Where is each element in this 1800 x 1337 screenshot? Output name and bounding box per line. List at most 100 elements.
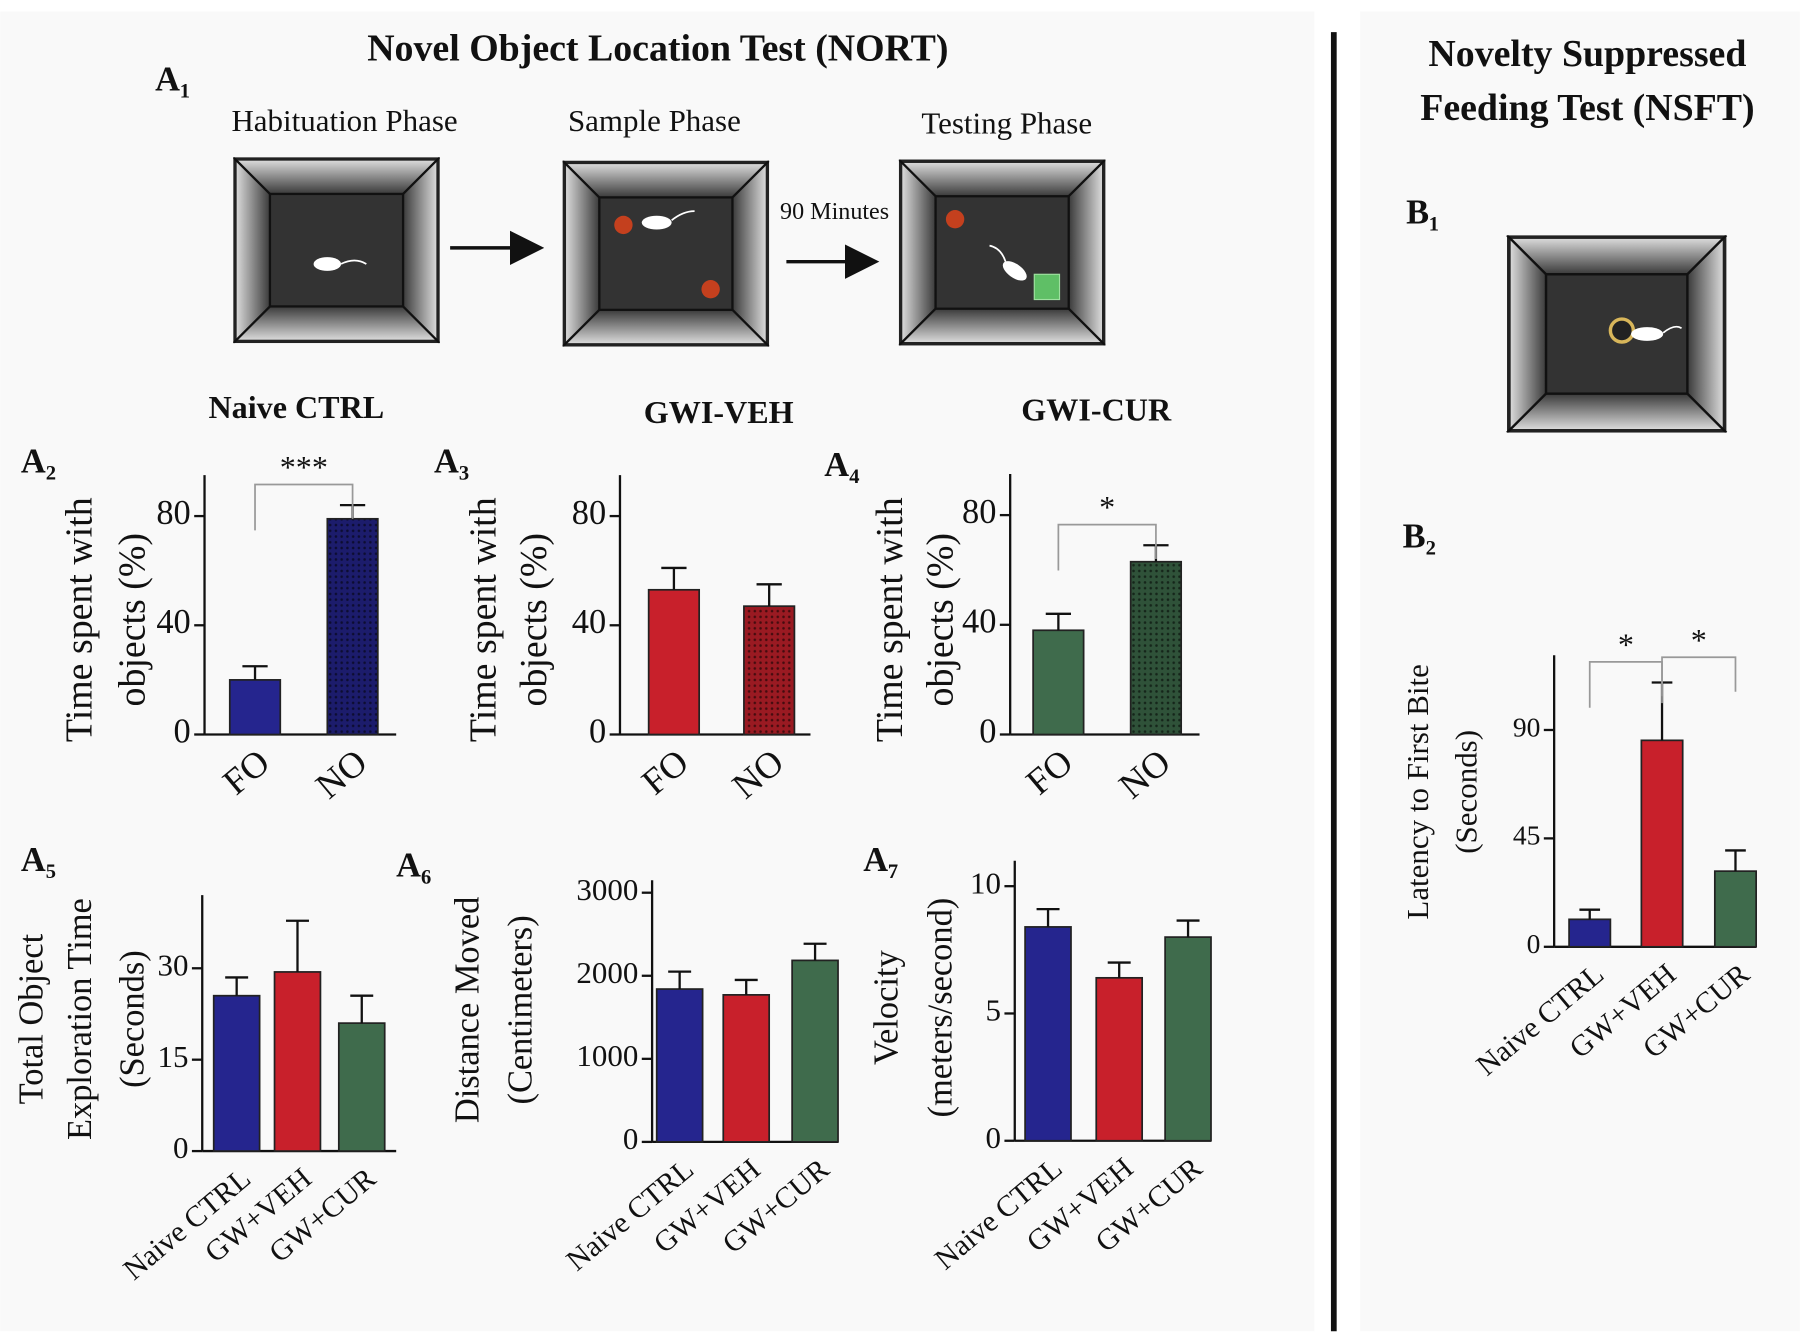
- y-tick-label: 3000: [576, 872, 638, 907]
- panel-label: B₂: [1403, 517, 1436, 555]
- arena: [233, 157, 440, 344]
- error-bar: [661, 566, 687, 590]
- chart-title: GWI-VEH: [644, 394, 794, 430]
- bar: [1713, 870, 1757, 948]
- panel-label: A₁: [155, 61, 190, 99]
- bar: [326, 517, 379, 736]
- panel-label: A₂: [21, 443, 56, 481]
- bar: [212, 994, 261, 1152]
- bar: [1164, 936, 1212, 1142]
- right-panel-bg: [1360, 11, 1800, 1332]
- panel-label: A₄: [824, 446, 859, 484]
- y-axis-label: objects (%): [513, 533, 555, 706]
- y-tick-label: 80: [572, 494, 606, 532]
- y-axis-label: Time spent with: [59, 497, 101, 742]
- y-tick-label: 30: [157, 947, 188, 982]
- interval-label: 90 Minutes: [780, 199, 889, 225]
- error-bar: [1579, 908, 1601, 920]
- error-bar: [756, 583, 782, 607]
- y-axis-label: (meters/second): [922, 898, 960, 1118]
- y-tick-label: 0: [1527, 928, 1541, 959]
- y-axis-label: Time spent with: [463, 497, 505, 742]
- panel-label: A₆: [396, 847, 431, 885]
- chart-title: Naive CTRL: [208, 389, 384, 425]
- y-tick-label: 15: [157, 1039, 188, 1074]
- y-tick-label: 5: [986, 993, 1001, 1028]
- y-tick-label: 0: [979, 712, 996, 750]
- y-axis-label: Exploration Time: [61, 898, 99, 1140]
- panel-label: A₇: [863, 841, 898, 879]
- significance-bracket: [254, 483, 354, 531]
- y-tick-label: 40: [572, 603, 606, 641]
- y-axis-label: Time spent with: [869, 497, 911, 742]
- y-axis-label: (Centimeters): [501, 915, 539, 1104]
- phase-label: Testing Phase: [921, 105, 1092, 140]
- bar: [337, 1022, 386, 1152]
- bar: [1129, 560, 1183, 736]
- significance-bracket: [1661, 656, 1737, 704]
- nort-title: Novel Object Location Test (NORT): [367, 27, 948, 69]
- error-bar: [734, 978, 758, 995]
- mouse: [989, 244, 1027, 281]
- arena: [898, 159, 1106, 346]
- y-axis-label: Total Object: [13, 933, 51, 1104]
- y-axis-label: (Seconds): [1448, 730, 1483, 854]
- y-axis-label: Velocity: [868, 950, 906, 1065]
- significance-label: *: [1099, 489, 1115, 525]
- y-tick-label: 1000: [576, 1038, 638, 1073]
- significance-bracket: [1057, 523, 1157, 571]
- error-bar: [1725, 849, 1746, 872]
- bar: [743, 605, 796, 736]
- bar: [791, 959, 839, 1143]
- error-bar: [1036, 907, 1060, 927]
- phase-label: Habituation Phase: [231, 103, 457, 138]
- y-axis-label: Distance Moved: [449, 897, 487, 1123]
- y-tick-label: 80: [156, 494, 190, 532]
- y-axis-label: objects (%): [919, 533, 961, 706]
- y-tick-label: 40: [156, 603, 190, 641]
- significance-label: *: [1691, 622, 1707, 658]
- mouse: [1608, 317, 1683, 344]
- y-axis-label: Latency to First Bite: [1400, 664, 1435, 919]
- significance-label: *: [1618, 626, 1634, 662]
- y-tick-label: 10: [970, 865, 1001, 900]
- error-bar: [225, 976, 249, 996]
- y-tick-label: 2000: [576, 955, 638, 990]
- bar: [228, 679, 282, 736]
- novel-object: [1033, 273, 1061, 301]
- y-axis-label: objects (%): [111, 533, 153, 706]
- y-tick-label: 0: [173, 1130, 188, 1165]
- bar: [647, 588, 701, 736]
- nsft-title: Novelty Suppressed: [1428, 33, 1746, 75]
- bar: [1568, 918, 1612, 948]
- y-tick-label: 0: [174, 712, 191, 750]
- arena: [562, 160, 770, 347]
- y-tick-label: 0: [986, 1120, 1001, 1155]
- y-tick-label: 40: [962, 603, 996, 641]
- bar: [1032, 629, 1085, 736]
- error-bar: [1176, 919, 1200, 938]
- object: [945, 210, 965, 229]
- panel-label: A₃: [434, 443, 469, 481]
- bar: [1024, 926, 1072, 1142]
- nsft-title: Feeding Test (NSFT): [1420, 87, 1754, 129]
- phase-label: Sample Phase: [568, 103, 741, 138]
- error-bar: [286, 919, 309, 972]
- mouse: [313, 257, 367, 271]
- object: [701, 280, 720, 299]
- error-bar: [668, 970, 692, 990]
- bar: [655, 988, 704, 1143]
- y-tick-label: 80: [962, 493, 996, 531]
- error-bar: [1045, 612, 1071, 631]
- significance-label: ***: [280, 449, 328, 485]
- bar: [273, 971, 322, 1152]
- error-bar: [803, 942, 827, 961]
- y-axis-label: (Seconds): [114, 950, 152, 1088]
- object: [614, 215, 633, 235]
- mouse: [641, 210, 695, 230]
- bar: [722, 994, 771, 1143]
- bar: [1640, 739, 1684, 948]
- y-tick-label: 0: [589, 712, 606, 750]
